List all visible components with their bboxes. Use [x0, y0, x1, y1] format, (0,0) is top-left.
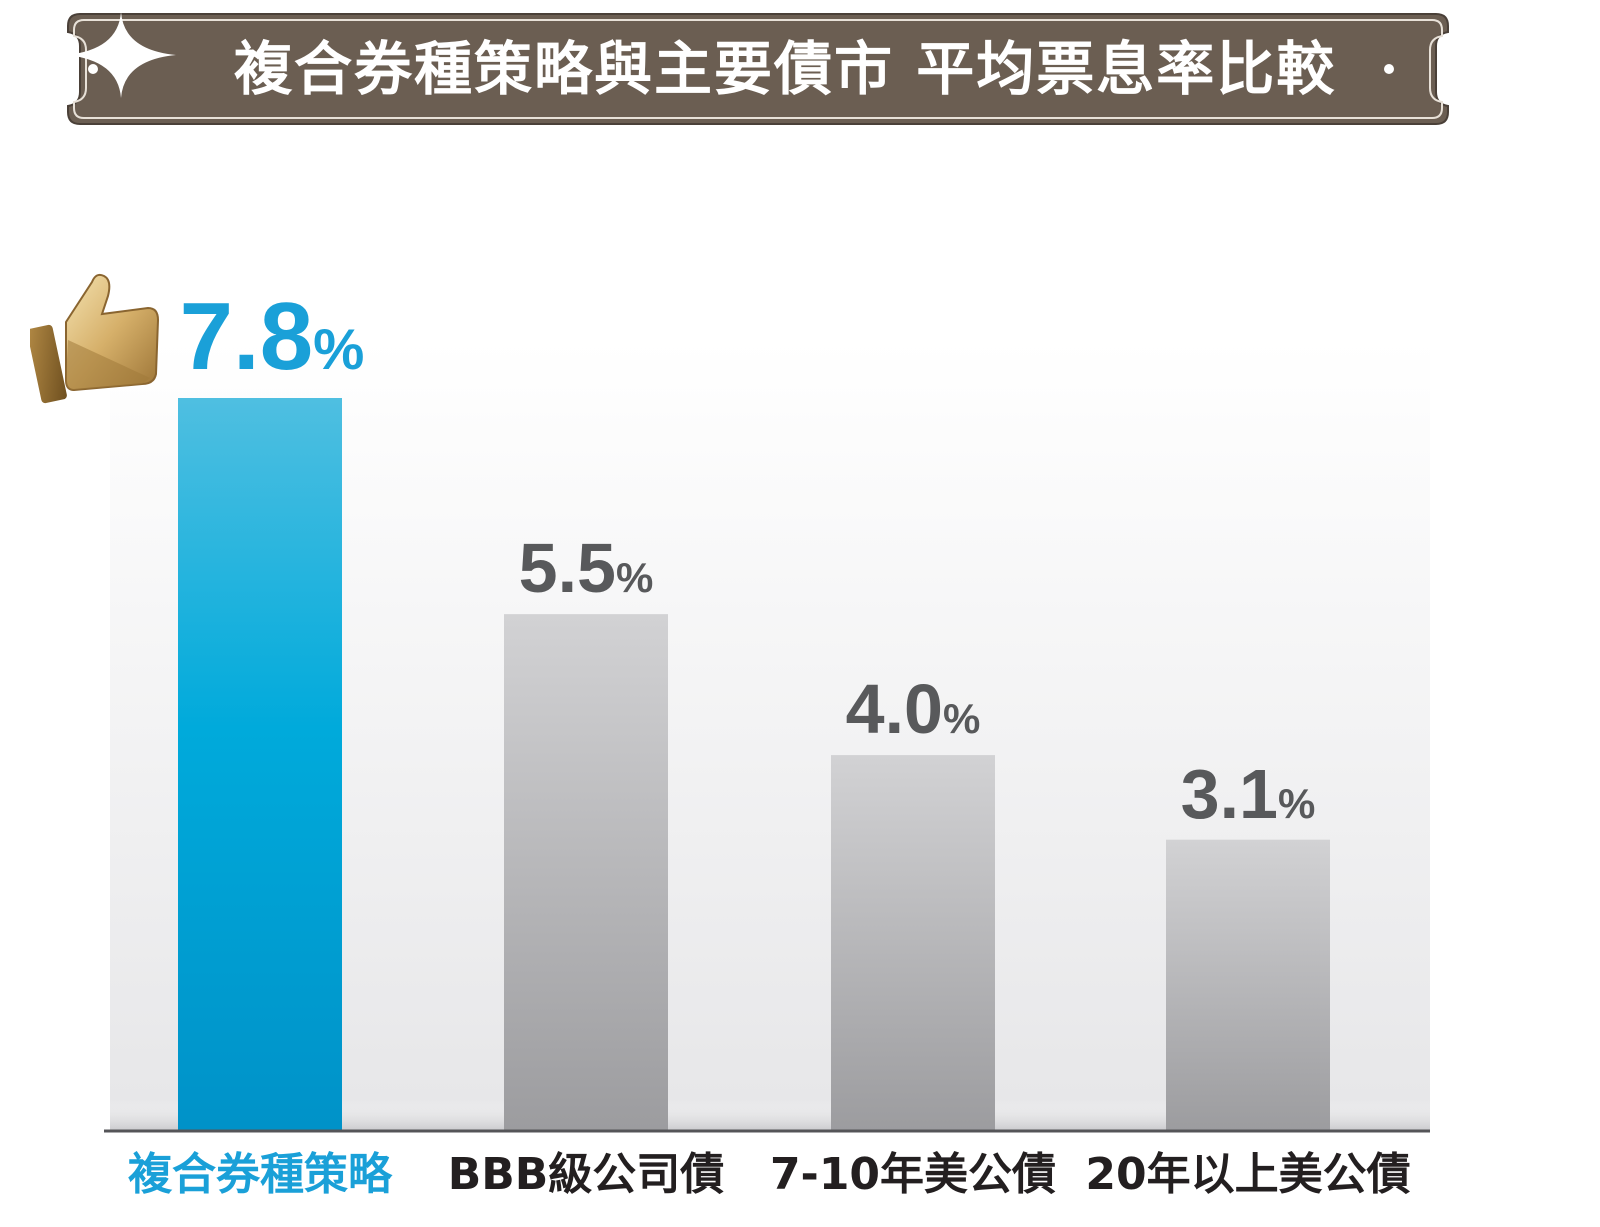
banner-dot-left [88, 64, 98, 74]
category-label-4: 20年以上美公債 [1085, 1149, 1411, 1200]
bar-1 [178, 398, 342, 1131]
value-label-3: 4.0% [763, 667, 1063, 761]
value-unit: % [942, 695, 981, 743]
thumbs-up-icon [30, 273, 160, 404]
bar-group [178, 398, 1330, 1131]
title-banner: 複合券種策略與主要債市 平均票息率比較 [66, 12, 1450, 126]
value-unit: % [313, 317, 365, 382]
bar-2 [504, 614, 668, 1131]
sparkle-icon [66, 12, 176, 98]
value-label-2: 5.5% [436, 526, 736, 620]
value-number: 4.0 [845, 670, 943, 749]
value-unit: % [1277, 779, 1316, 827]
value-label-1: 7.8% [122, 279, 422, 408]
category-label-2: BBB級公司債 [447, 1149, 725, 1200]
bar-4 [1166, 839, 1330, 1131]
value-number: 5.5 [518, 529, 616, 608]
value-number: 3.1 [1180, 754, 1278, 833]
category-label-1: 複合券種策略 [128, 1149, 392, 1200]
bar-3 [831, 755, 995, 1131]
value-unit: % [615, 554, 654, 602]
chart-title: 複合券種策略與主要債市 平均票息率比較 [234, 35, 1337, 103]
banner-frame [67, 13, 1449, 125]
category-label-3: 7-10年美公債 [769, 1149, 1057, 1200]
value-label-4: 3.1% [1098, 752, 1398, 846]
value-number: 7.8 [179, 282, 314, 390]
banner-dot-right [1384, 64, 1394, 74]
